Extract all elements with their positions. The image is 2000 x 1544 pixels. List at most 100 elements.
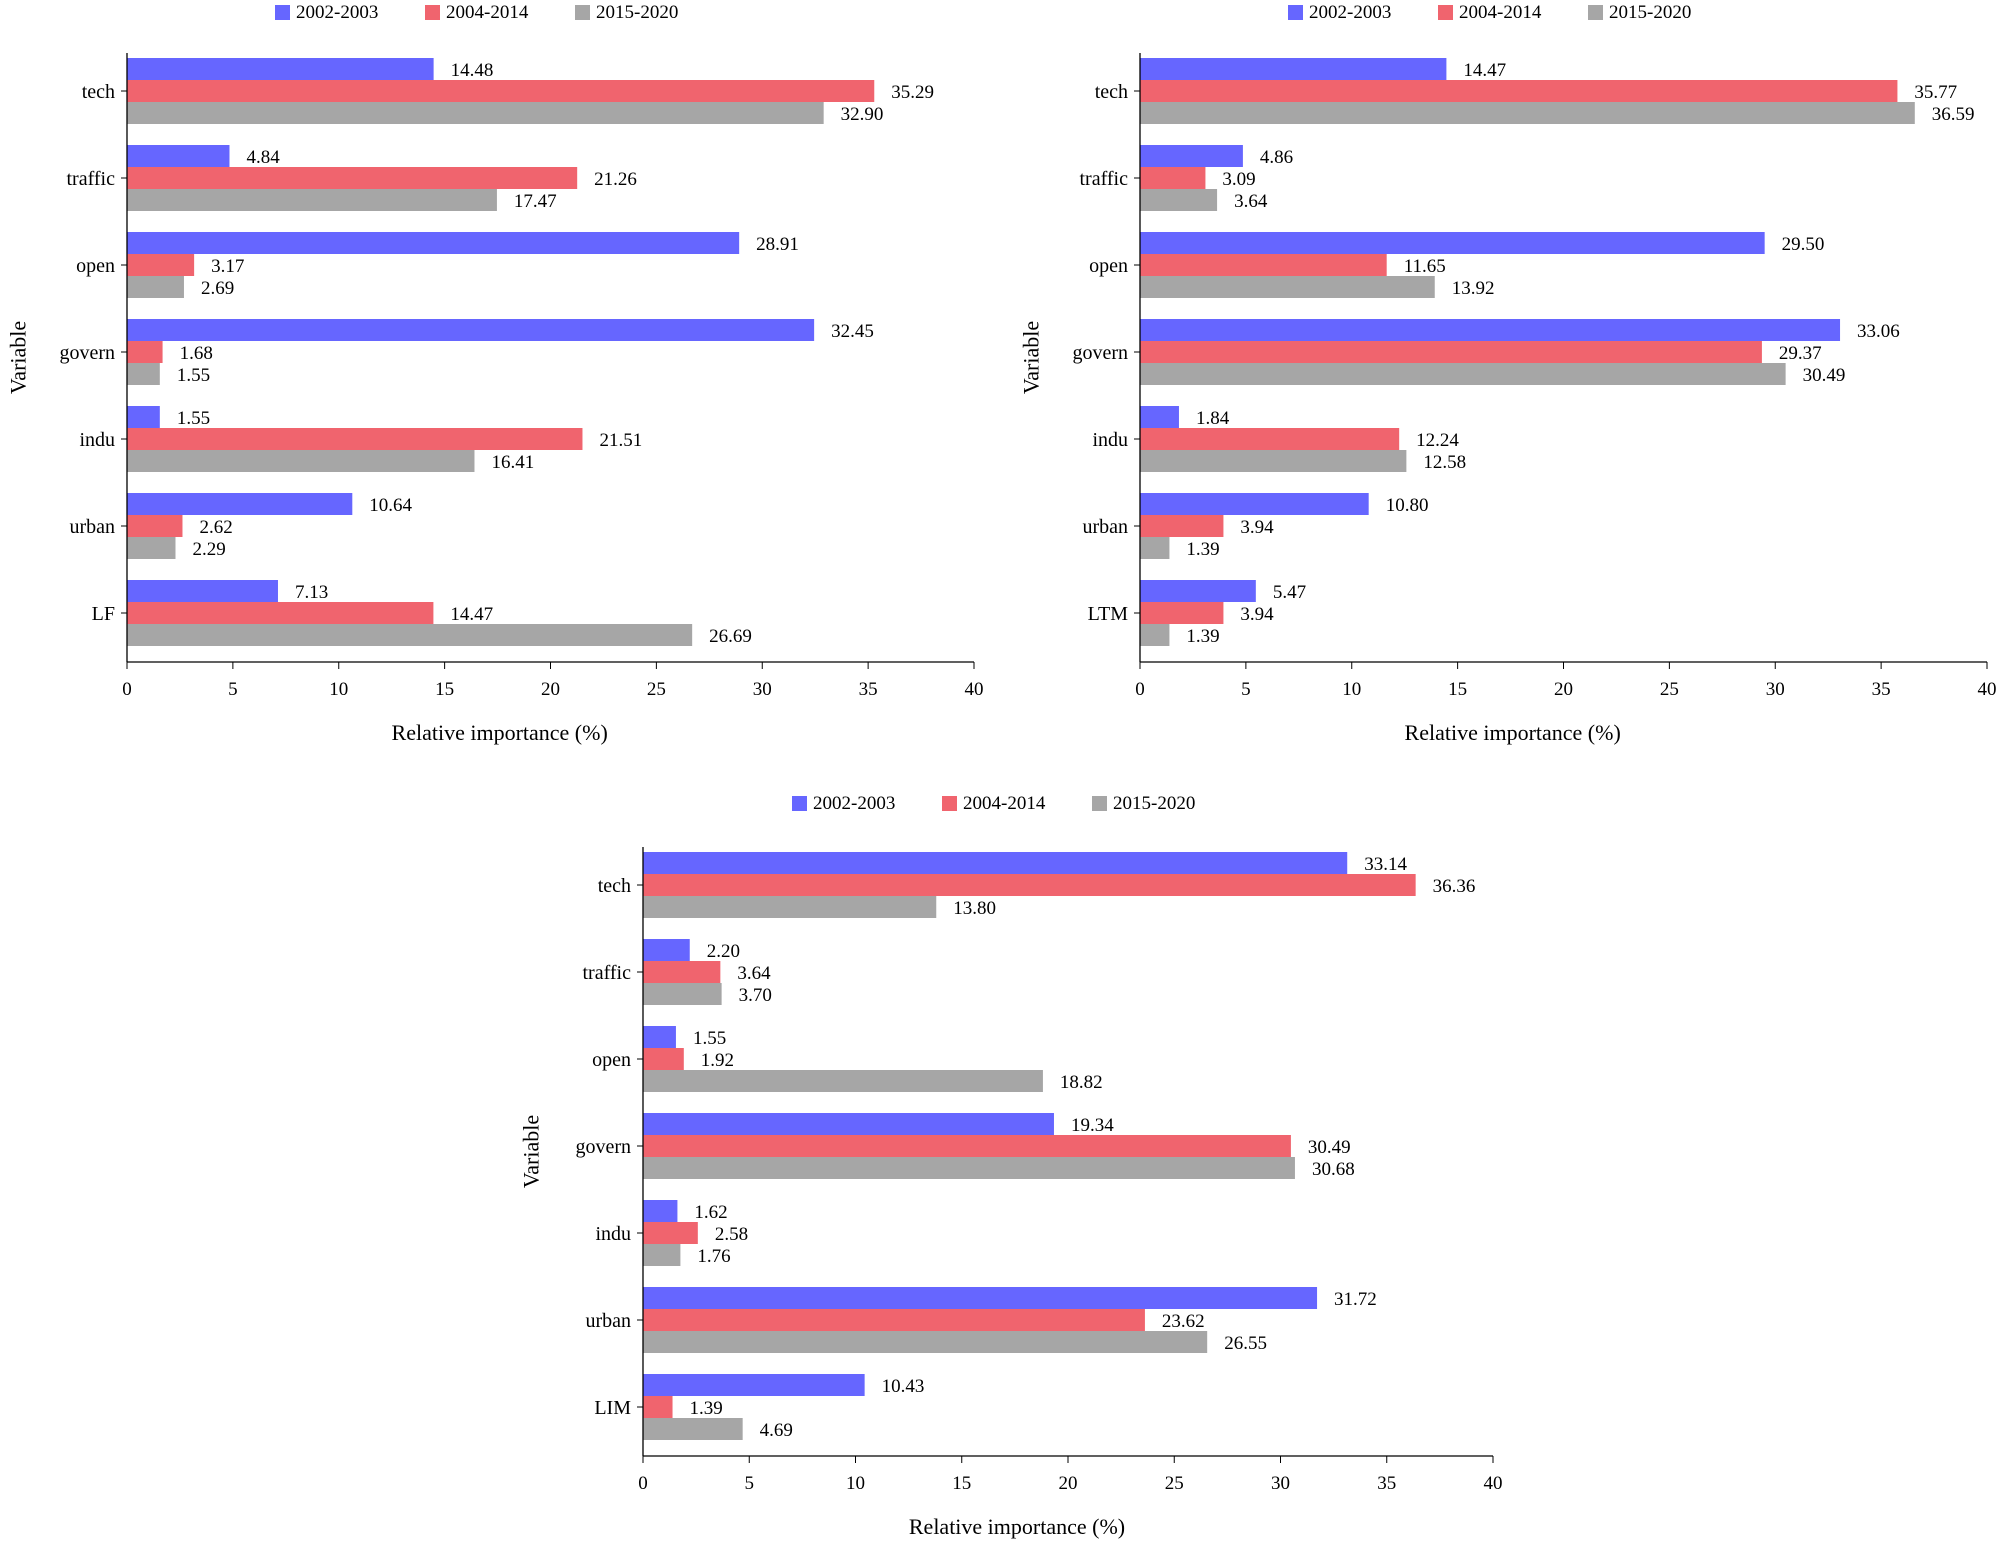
x-tick-label: 5 <box>228 679 238 700</box>
data-label: 1.92 <box>701 1050 734 1071</box>
data-label: 23.62 <box>1162 1311 1205 1332</box>
data-label: 36.59 <box>1932 104 1975 125</box>
bar <box>127 363 160 385</box>
category-label: urban <box>69 516 115 538</box>
x-tick-label: 15 <box>952 1473 971 1494</box>
category-group: 10.64 2.622.29 <box>127 493 413 560</box>
category-label: indu <box>79 429 115 451</box>
data-label: 3.94 <box>1240 517 1274 538</box>
x-tick-label: 40 <box>1484 1473 1503 1494</box>
data-label: 1.55 <box>177 408 210 429</box>
bar <box>127 515 183 537</box>
x-tick-label: 35 <box>859 679 878 700</box>
category-group: 1.55 21.51 16.41 <box>127 406 642 473</box>
legend-swatch <box>792 796 807 811</box>
data-label: 1.39 <box>1186 626 1219 647</box>
data-label: 3.17 <box>211 256 244 277</box>
data-label: 14.47 <box>1463 60 1506 81</box>
category-group: 4.863.093.64 <box>1140 145 1293 212</box>
bar <box>1140 602 1224 624</box>
data-label: 36.36 <box>1433 876 1476 897</box>
bar <box>643 1048 684 1070</box>
data-label: 13.80 <box>953 898 996 919</box>
bar <box>1140 624 1170 646</box>
bar <box>1140 428 1400 450</box>
bar <box>127 406 160 428</box>
bar <box>127 232 740 254</box>
data-label: 21.51 <box>599 430 642 451</box>
y-axis-title: Variable <box>6 321 31 394</box>
category-group: 14.48 35.29 32.90 <box>127 58 934 125</box>
bar <box>643 1222 698 1244</box>
bar <box>1140 58 1447 80</box>
bar <box>643 1287 1318 1309</box>
x-tick-label: 5 <box>745 1473 755 1494</box>
category-group: 10.80 3.94 1.39 <box>1140 493 1428 560</box>
category-group: 10.43 1.39 4.69 <box>643 1374 924 1441</box>
bar <box>1140 515 1224 537</box>
bar <box>127 319 815 341</box>
data-label: 2.69 <box>201 278 234 299</box>
bar <box>1140 145 1243 167</box>
category-label: tech <box>1095 81 1128 103</box>
x-tick-label: 10 <box>329 679 348 700</box>
category-group: 7.13 14.47 26.69 <box>127 580 752 647</box>
bar <box>127 102 824 124</box>
legend-swatch <box>425 5 440 20</box>
data-label: 4.69 <box>760 1420 793 1441</box>
bar <box>127 602 434 624</box>
y-axis-title: Variable <box>519 1115 544 1188</box>
data-label: 35.29 <box>891 82 934 103</box>
bar <box>127 537 176 559</box>
data-label: 11.65 <box>1404 256 1446 277</box>
category-label: urban <box>1082 516 1128 538</box>
data-label: 26.55 <box>1224 1333 1267 1354</box>
bar <box>1140 189 1218 211</box>
bar <box>127 450 475 472</box>
category-label: open <box>76 255 115 277</box>
legend-label: 2002-2003 <box>813 793 895 814</box>
bar <box>127 254 195 276</box>
data-label: 10.43 <box>882 1376 925 1397</box>
bar <box>643 1135 1291 1157</box>
data-label: 1.62 <box>694 1202 727 1223</box>
data-label: 5.47 <box>1273 582 1306 603</box>
data-label: 14.47 <box>450 604 493 625</box>
bar <box>643 983 722 1005</box>
bar <box>1140 450 1407 472</box>
bar <box>1140 580 1256 602</box>
x-tick-label: 10 <box>1342 679 1361 700</box>
data-label: 3.64 <box>737 963 771 984</box>
bar <box>1140 276 1435 298</box>
category-label: traffic <box>1080 168 1129 190</box>
bar <box>127 167 578 189</box>
data-label: 10.64 <box>369 495 412 516</box>
legend-label: 2004-2014 <box>1459 2 1542 23</box>
category-label: traffic <box>67 168 116 190</box>
x-tick-label: 35 <box>1377 1473 1396 1494</box>
bar <box>643 939 690 961</box>
x-tick-label: 15 <box>1448 679 1467 700</box>
category-label: indu <box>1092 429 1128 451</box>
bar <box>643 961 721 983</box>
x-axis-title: Relative importance (%) <box>1405 720 1621 745</box>
chart-panel-1: 2002-2003 2004-2014 2015-2020 14.48 35.29 32.… <box>6 2 984 745</box>
bar <box>127 341 163 363</box>
data-label: 4.84 <box>246 147 280 168</box>
legend-swatch <box>1092 796 1107 811</box>
category-label: urban <box>585 1310 631 1332</box>
category-group: 33.14 36.36 13.80 <box>643 852 1475 919</box>
bar <box>643 1200 678 1222</box>
category-group: 32.45 1.681.55 <box>127 319 874 386</box>
category-label: tech <box>598 875 631 897</box>
chart-panel-2: 2002-2003 2004-2014 2015-2020 14.47 35.7736.… <box>1019 2 1997 745</box>
category-label: indu <box>595 1223 631 1245</box>
data-label: 3.64 <box>1234 191 1268 212</box>
data-label: 17.47 <box>514 191 557 212</box>
data-label: 14.48 <box>451 60 494 81</box>
x-tick-label: 40 <box>1978 679 1997 700</box>
data-label: 30.68 <box>1312 1159 1355 1180</box>
x-axis-title: Relative importance (%) <box>392 720 608 745</box>
